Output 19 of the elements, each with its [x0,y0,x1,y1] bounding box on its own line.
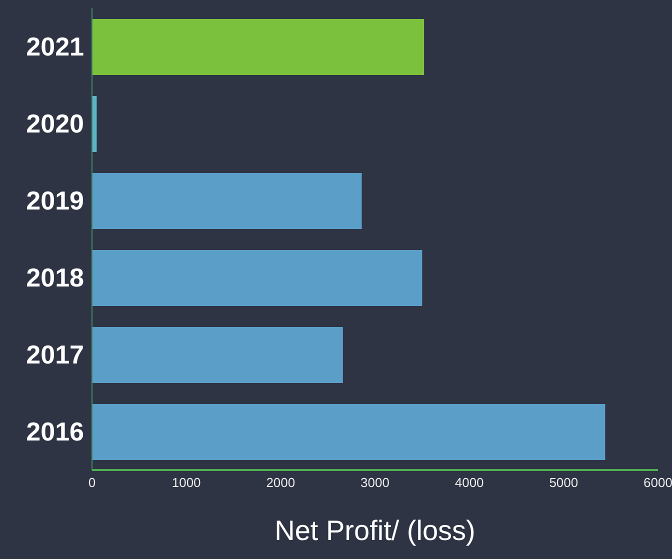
x-tick-label: 6000 [644,475,672,490]
y-tick-label: 2021 [26,32,84,62]
y-tick-label: 2017 [26,340,84,370]
x-tick-label: 1000 [172,475,201,490]
x-tick-label: 5000 [549,475,578,490]
x-tick-label: 2000 [266,475,296,490]
bar [92,19,424,75]
bar [92,327,343,383]
bar [92,250,422,306]
x-axis-title: Net Profit/ (loss) [274,515,476,547]
bar [92,404,606,460]
x-tick-label: 3000 [360,475,390,490]
bar [92,173,362,229]
y-tick-label: 2016 [26,416,84,447]
y-tick-label: 2019 [26,186,84,216]
y-tick-label: 2020 [26,108,84,139]
x-tick-label: 4000 [454,475,484,490]
y-tick-label: 2018 [26,262,84,293]
x-tick-label: 0 [88,475,96,490]
